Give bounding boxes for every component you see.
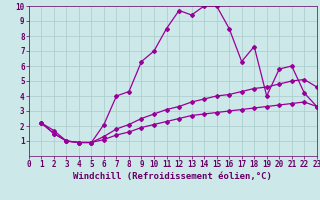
X-axis label: Windchill (Refroidissement éolien,°C): Windchill (Refroidissement éolien,°C) xyxy=(73,172,272,181)
